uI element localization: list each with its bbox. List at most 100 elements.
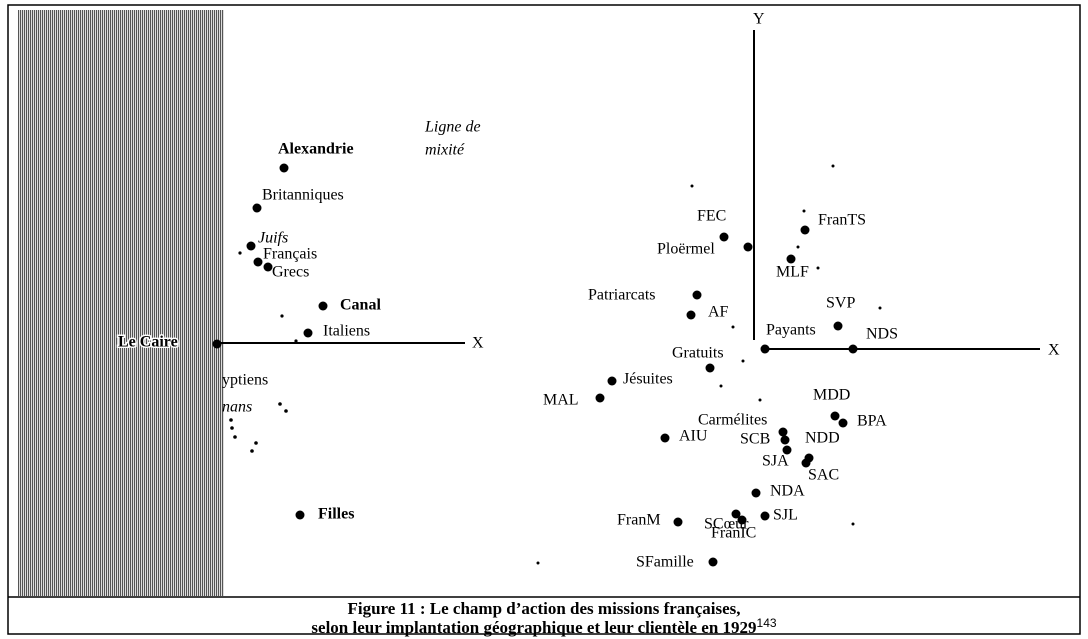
dot bbox=[692, 290, 702, 300]
annotation: Ligne de bbox=[424, 119, 481, 136]
hatched-zone bbox=[18, 10, 224, 596]
dot bbox=[673, 517, 683, 527]
dot bbox=[802, 209, 806, 213]
dot bbox=[743, 242, 753, 252]
point-label: NDS bbox=[866, 326, 898, 343]
point-label: SJA bbox=[762, 453, 789, 470]
point-label: SAC bbox=[808, 467, 839, 484]
dot bbox=[778, 427, 788, 437]
point-label: Ploërmel bbox=[657, 241, 715, 258]
point-label: SCB bbox=[740, 431, 770, 448]
dot bbox=[250, 449, 254, 453]
point-label: MLF bbox=[776, 264, 809, 281]
dot bbox=[838, 418, 848, 428]
footnote-mark: 143 bbox=[757, 616, 777, 630]
dot bbox=[782, 445, 792, 455]
point-label: FranTS bbox=[818, 212, 866, 229]
left-diagram: X Ligne de mixité Alexandrie Britannique… bbox=[117, 119, 485, 523]
dot bbox=[731, 509, 741, 519]
dot bbox=[278, 402, 282, 406]
dot bbox=[238, 251, 242, 255]
dot bbox=[212, 339, 222, 349]
point-label: Grecs bbox=[272, 264, 309, 281]
dot bbox=[284, 409, 288, 413]
dot bbox=[796, 245, 800, 249]
dot bbox=[233, 435, 237, 439]
dot bbox=[280, 314, 284, 318]
dot bbox=[254, 441, 258, 445]
dot bbox=[751, 488, 761, 498]
point-label: SVP bbox=[826, 295, 855, 312]
point-label: MDD bbox=[813, 387, 850, 404]
point-label: SFamille bbox=[636, 554, 694, 571]
point-label: Jésuites bbox=[623, 371, 673, 388]
dot bbox=[831, 164, 835, 168]
dot bbox=[295, 510, 305, 520]
axis-label: X bbox=[1048, 342, 1060, 359]
dot bbox=[800, 225, 810, 235]
dot bbox=[230, 426, 234, 430]
dot bbox=[294, 339, 298, 343]
dot bbox=[760, 344, 770, 354]
dot bbox=[229, 418, 233, 422]
point-label: Patriarcats bbox=[588, 287, 656, 304]
right-diagram: Y X FEC Ploërmel FranTS MLF Patriarcats … bbox=[536, 11, 1060, 571]
dot bbox=[263, 262, 273, 272]
dot bbox=[758, 398, 762, 402]
point-label: NDA bbox=[770, 483, 805, 500]
dot bbox=[851, 522, 855, 526]
point-label: SJL bbox=[773, 507, 798, 524]
point-label: Carmélites bbox=[698, 412, 767, 429]
dot bbox=[536, 561, 540, 565]
dot bbox=[253, 257, 263, 267]
point-label: SCœur bbox=[704, 516, 749, 533]
dot bbox=[780, 435, 790, 445]
axis-label: X bbox=[472, 335, 484, 352]
annotation: mixité bbox=[425, 142, 465, 159]
point-label: Italiens bbox=[323, 323, 370, 340]
point-label: BPA bbox=[857, 413, 887, 430]
frame bbox=[7, 4, 1081, 635]
point-label: nans bbox=[222, 399, 252, 416]
point-label: Gratuits bbox=[672, 345, 724, 362]
dot bbox=[246, 241, 256, 251]
dot bbox=[848, 344, 858, 354]
dot bbox=[303, 328, 313, 338]
point-label: NDD bbox=[805, 430, 840, 447]
point-label: FranM bbox=[617, 512, 661, 529]
dot bbox=[786, 254, 796, 264]
point-label: Alexandrie bbox=[278, 141, 354, 158]
axis-label: Y bbox=[753, 11, 765, 28]
points bbox=[212, 163, 328, 520]
point-label: Français bbox=[263, 246, 317, 263]
caption-text: selon leur implantation géographique et … bbox=[311, 618, 756, 637]
dot bbox=[318, 301, 328, 311]
point-label: Canal bbox=[340, 297, 381, 314]
dot bbox=[719, 232, 729, 242]
dot bbox=[660, 433, 670, 443]
dot bbox=[686, 310, 696, 320]
dot bbox=[279, 163, 289, 173]
point-label: FranIC bbox=[711, 525, 756, 542]
dot bbox=[252, 203, 262, 213]
dot bbox=[816, 266, 820, 270]
point-label: AF bbox=[708, 304, 729, 321]
point-label: Britanniques bbox=[262, 187, 344, 204]
dot bbox=[737, 515, 747, 525]
point-label: Juifs bbox=[258, 230, 288, 247]
point-label: Filles bbox=[318, 506, 354, 523]
point-label: Le Caire bbox=[118, 334, 178, 351]
dot bbox=[741, 359, 745, 363]
points bbox=[536, 164, 882, 567]
dot bbox=[719, 384, 723, 388]
caption-line: selon leur implantation géographique et … bbox=[311, 616, 776, 637]
dot bbox=[804, 453, 814, 463]
dot bbox=[833, 321, 843, 331]
caption: Figure 11 : Le champ d’action des missio… bbox=[311, 599, 776, 637]
dot bbox=[830, 411, 840, 421]
dot bbox=[731, 325, 735, 329]
dot bbox=[705, 363, 715, 373]
dot bbox=[595, 393, 605, 403]
dot bbox=[607, 376, 617, 386]
